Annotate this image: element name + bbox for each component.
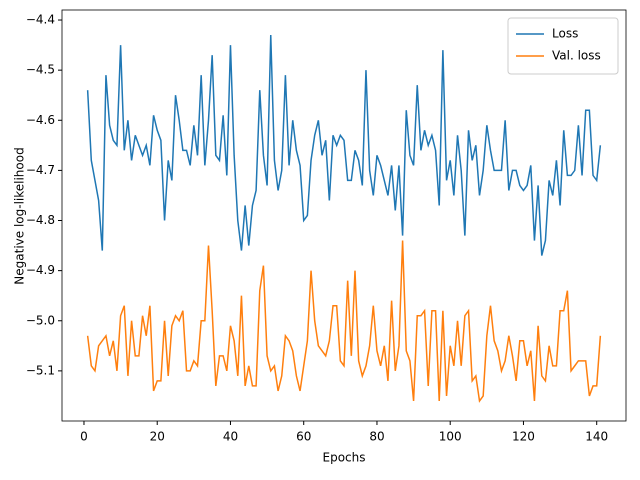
y-tick-label: −4.8 bbox=[26, 213, 55, 227]
y-tick-label: −4.6 bbox=[26, 113, 55, 127]
legend-label: Loss bbox=[552, 27, 578, 41]
x-tick-label: 60 bbox=[296, 430, 311, 444]
plot-frame bbox=[61, 9, 627, 422]
series-line bbox=[86, 35, 602, 256]
y-tick-label: −4.9 bbox=[26, 263, 55, 277]
legend-box bbox=[507, 17, 619, 75]
y-tick-label: −4.7 bbox=[26, 163, 55, 177]
x-tick-label: 0 bbox=[80, 430, 88, 444]
y-axis-label: Negative log-likelihood bbox=[13, 147, 27, 284]
x-tick-label: 40 bbox=[223, 430, 238, 444]
x-axis-label: Epochs bbox=[323, 451, 366, 465]
x-tick-label: 100 bbox=[439, 430, 462, 444]
x-tick-label: 20 bbox=[150, 430, 165, 444]
x-tick-label: 80 bbox=[369, 430, 384, 444]
y-tick-label: −4.5 bbox=[26, 63, 55, 77]
x-tick-label: 140 bbox=[585, 430, 608, 444]
legend-label: Val. loss bbox=[552, 49, 601, 63]
series-line bbox=[86, 240, 602, 403]
y-tick-label: −4.4 bbox=[26, 13, 55, 27]
x-tick-label: 120 bbox=[512, 430, 535, 444]
y-tick-label: −5.1 bbox=[26, 363, 55, 377]
y-tick-label: −5.0 bbox=[26, 313, 55, 327]
